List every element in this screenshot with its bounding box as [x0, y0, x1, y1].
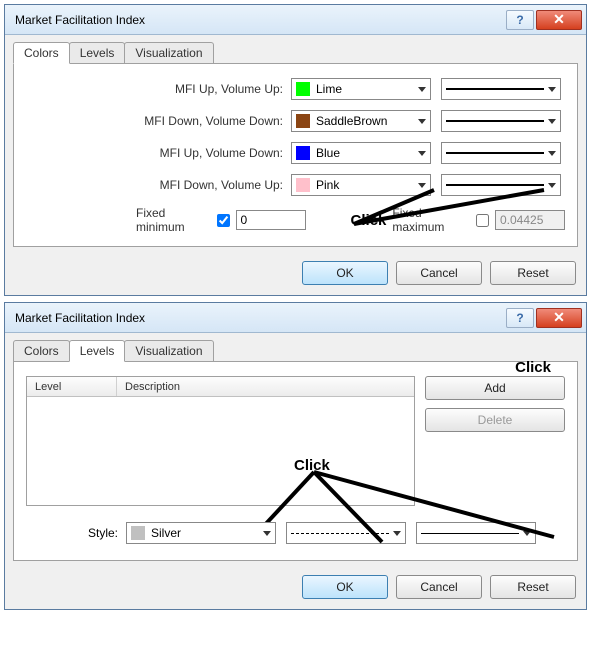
cancel-button[interactable]: Cancel: [396, 575, 482, 599]
chevron-down-icon: [523, 531, 531, 536]
chevron-down-icon: [418, 183, 426, 188]
add-button[interactable]: Add: [425, 376, 565, 400]
click-annotation: Click: [515, 359, 551, 376]
tab-colors[interactable]: Colors: [13, 42, 70, 64]
chevron-down-icon: [548, 151, 556, 156]
tab-visualization[interactable]: Visualization: [124, 340, 213, 362]
color-swatch: [296, 178, 310, 192]
chevron-down-icon: [418, 119, 426, 124]
style-label: Style:: [26, 526, 126, 540]
tab-panel-levels: Click Level Description Add Delete Click…: [13, 361, 578, 561]
chevron-down-icon: [393, 531, 401, 536]
dialog-button-row: OK Cancel Reset: [5, 255, 586, 295]
chevron-down-icon: [548, 87, 556, 92]
color-swatch: [296, 114, 310, 128]
close-button[interactable]: ✕: [536, 308, 582, 328]
color-select[interactable]: Lime: [291, 78, 431, 100]
titlebar[interactable]: Market Facilitation Index ? ✕: [5, 303, 586, 333]
color-select[interactable]: Pink: [291, 174, 431, 196]
help-button[interactable]: ?: [506, 308, 534, 328]
chevron-down-icon: [418, 87, 426, 92]
row-label: MFI Down, Volume Up:: [26, 178, 291, 192]
tab-strip: Colors Levels Visualization: [5, 333, 586, 361]
column-header-level[interactable]: Level: [27, 377, 117, 396]
fixed-min-label: Fixed minimum: [136, 206, 211, 234]
line-weight-select[interactable]: [441, 174, 561, 196]
dialog-levels: Market Facilitation Index ? ✕ Colors Lev…: [4, 302, 587, 610]
tab-levels[interactable]: Levels: [69, 42, 126, 64]
reset-button[interactable]: Reset: [490, 575, 576, 599]
style-linestyle-select[interactable]: [286, 522, 406, 544]
row-label: MFI Up, Volume Down:: [26, 146, 291, 160]
close-button[interactable]: ✕: [536, 10, 582, 30]
chevron-down-icon: [548, 183, 556, 188]
fixed-max-input: [495, 210, 565, 230]
chevron-down-icon: [263, 531, 271, 536]
ok-button[interactable]: OK: [302, 261, 388, 285]
fixed-min-checkbox[interactable]: [217, 214, 230, 227]
ok-button[interactable]: OK: [302, 575, 388, 599]
window-title: Market Facilitation Index: [15, 13, 145, 27]
levels-list[interactable]: Level Description: [26, 376, 415, 506]
column-header-description[interactable]: Description: [117, 377, 414, 396]
reset-button[interactable]: Reset: [490, 261, 576, 285]
tab-strip: Colors Levels Visualization: [5, 35, 586, 63]
chevron-down-icon: [548, 119, 556, 124]
dialog-button-row: OK Cancel Reset: [5, 569, 586, 609]
color-row: MFI Up, Volume Up:Lime: [26, 78, 565, 100]
delete-button: Delete: [425, 408, 565, 432]
click-annotation: Click: [351, 212, 387, 229]
style-color-select[interactable]: Silver: [126, 522, 276, 544]
tab-levels[interactable]: Levels: [69, 340, 126, 362]
line-weight-select[interactable]: [441, 142, 561, 164]
tab-visualization[interactable]: Visualization: [124, 42, 213, 64]
color-select[interactable]: Blue: [291, 142, 431, 164]
row-label: MFI Up, Volume Up:: [26, 82, 291, 96]
line-weight-select[interactable]: [441, 78, 561, 100]
help-button[interactable]: ?: [506, 10, 534, 30]
fixed-min-input[interactable]: [236, 210, 306, 230]
line-weight-select[interactable]: [441, 110, 561, 132]
titlebar[interactable]: Market Facilitation Index ? ✕: [5, 5, 586, 35]
row-label: MFI Down, Volume Down:: [26, 114, 291, 128]
style-lineweight-select[interactable]: [416, 522, 536, 544]
tab-colors[interactable]: Colors: [13, 340, 70, 362]
color-swatch: [296, 146, 310, 160]
tab-panel-colors: MFI Up, Volume Up:LimeMFI Down, Volume D…: [13, 63, 578, 247]
window-title: Market Facilitation Index: [15, 311, 145, 325]
color-swatch: [296, 82, 310, 96]
color-row: MFI Down, Volume Up:Pink: [26, 174, 565, 196]
dialog-colors: Market Facilitation Index ? ✕ Colors Lev…: [4, 4, 587, 296]
cancel-button[interactable]: Cancel: [396, 261, 482, 285]
color-row: MFI Up, Volume Down:Blue: [26, 142, 565, 164]
fixed-max-checkbox[interactable]: [476, 214, 489, 227]
fixed-max-label: Fixed maximum: [392, 206, 470, 234]
color-row: MFI Down, Volume Down:SaddleBrown: [26, 110, 565, 132]
chevron-down-icon: [418, 151, 426, 156]
color-select[interactable]: SaddleBrown: [291, 110, 431, 132]
